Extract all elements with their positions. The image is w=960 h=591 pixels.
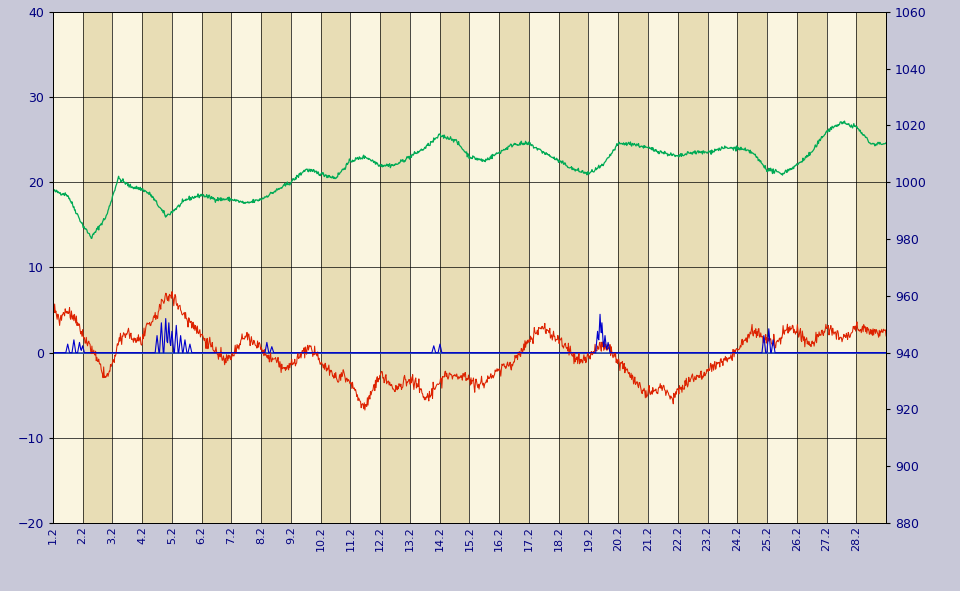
- Bar: [827, 12, 856, 523]
- Bar: [678, 12, 708, 523]
- Bar: [261, 12, 291, 523]
- Bar: [410, 12, 440, 523]
- Bar: [648, 12, 678, 523]
- Bar: [83, 12, 112, 523]
- Bar: [202, 12, 231, 523]
- Bar: [172, 12, 202, 523]
- Bar: [588, 12, 618, 523]
- Bar: [380, 12, 410, 523]
- Bar: [708, 12, 737, 523]
- Bar: [767, 12, 797, 523]
- Bar: [559, 12, 588, 523]
- Bar: [499, 12, 529, 523]
- Bar: [350, 12, 380, 523]
- Bar: [53, 12, 83, 523]
- Bar: [142, 12, 172, 523]
- Bar: [529, 12, 559, 523]
- Bar: [321, 12, 350, 523]
- Bar: [469, 12, 499, 523]
- Bar: [440, 12, 469, 523]
- Bar: [112, 12, 142, 523]
- Bar: [737, 12, 767, 523]
- Bar: [618, 12, 648, 523]
- Bar: [231, 12, 261, 523]
- Bar: [797, 12, 827, 523]
- Bar: [856, 12, 886, 523]
- Bar: [291, 12, 321, 523]
